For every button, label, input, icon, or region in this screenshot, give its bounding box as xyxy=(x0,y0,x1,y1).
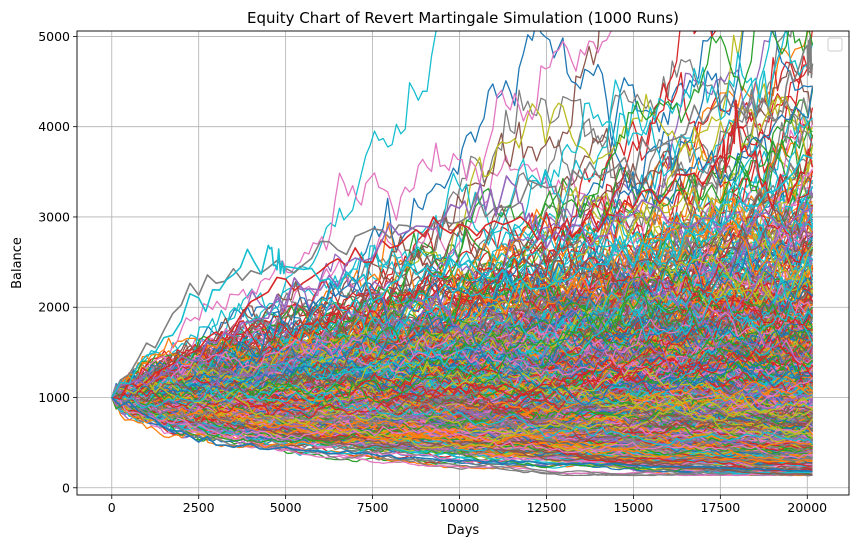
x-tick-label: 7500 xyxy=(357,500,389,515)
simulation-run-line xyxy=(111,325,814,403)
simulation-run-line xyxy=(111,187,814,401)
simulation-run-line xyxy=(111,395,813,476)
chart-title: Equity Chart of Revert Martingale Simula… xyxy=(247,9,679,27)
simulation-run-line xyxy=(111,312,813,406)
highlighted-run-line xyxy=(111,175,813,398)
y-tick-label: 3000 xyxy=(38,209,70,224)
legend xyxy=(827,37,843,52)
simulation-run-line xyxy=(111,394,813,456)
highlighted-run-line xyxy=(111,396,813,473)
legend-box xyxy=(827,37,843,52)
simulation-run-line xyxy=(111,395,813,457)
x-tick-label: 5000 xyxy=(270,500,302,515)
x-tick-label: 0 xyxy=(108,500,116,515)
simulation-run-line xyxy=(111,295,813,401)
simulation-run-line xyxy=(111,373,814,436)
simulation-run-line xyxy=(111,204,814,401)
simulation-run-line xyxy=(111,247,813,399)
simulation-run-line xyxy=(111,386,813,446)
highlighted-run-line xyxy=(111,37,814,398)
series-group xyxy=(111,31,814,477)
simulation-run-line xyxy=(111,390,813,461)
x-axis: 0 2500 5000 7500 10000 12500 15000 17500 20000 xyxy=(108,495,827,515)
simulation-run-line xyxy=(111,335,814,419)
simulation-run-line xyxy=(111,292,813,418)
simulation-run-line xyxy=(111,170,814,399)
x-tick-label: 10000 xyxy=(440,500,480,515)
x-tick-label: 2500 xyxy=(183,500,215,515)
x-tick-label: 12500 xyxy=(527,500,567,515)
simulation-run-line xyxy=(111,313,813,401)
simulation-run-line xyxy=(111,391,813,449)
simulation-run-line xyxy=(111,393,813,463)
y-tick-label: 5000 xyxy=(38,29,70,44)
simulation-run-line xyxy=(111,377,814,449)
y-axis-label: Balance xyxy=(10,237,25,289)
x-tick-label: 20000 xyxy=(787,500,827,515)
simulation-run-line xyxy=(111,370,813,439)
highlighted-run-line xyxy=(111,154,813,398)
x-tick-label: 17500 xyxy=(700,500,740,515)
x-tick-label: 15000 xyxy=(614,500,654,515)
y-tick-label: 4000 xyxy=(38,119,70,134)
y-axis: 0 1000 2000 3000 4000 5000 xyxy=(38,29,77,495)
highlighted-run-line xyxy=(111,99,814,400)
x-axis-label: Days xyxy=(447,523,480,538)
simulation-run-line xyxy=(111,31,612,399)
plot-frame xyxy=(76,30,850,496)
simulation-run-line xyxy=(111,87,814,401)
y-tick-label: 0 xyxy=(62,480,70,495)
y-tick-label: 1000 xyxy=(38,390,70,405)
simulation-run-line xyxy=(111,31,438,399)
y-tick-label: 2000 xyxy=(38,300,70,315)
simulation-run-line xyxy=(111,313,814,406)
simulation-run-line xyxy=(111,299,814,426)
simulation-run-line xyxy=(111,317,813,407)
simulation-run-line xyxy=(111,396,813,459)
simulation-run-line xyxy=(111,339,814,405)
